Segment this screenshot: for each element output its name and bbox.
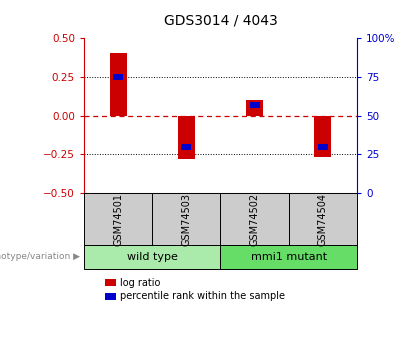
Text: percentile rank within the sample: percentile rank within the sample	[120, 292, 285, 301]
Bar	[84, 193, 152, 245]
Text: GSM74502: GSM74502	[249, 193, 260, 246]
Bar	[152, 193, 221, 245]
Text: log ratio: log ratio	[120, 278, 160, 287]
Bar	[318, 144, 328, 150]
Bar	[110, 53, 127, 116]
Text: wild type: wild type	[127, 252, 178, 262]
Bar	[181, 144, 192, 150]
Bar	[314, 116, 331, 157]
Bar	[113, 73, 123, 80]
Text: genotype/variation ▶: genotype/variation ▶	[0, 253, 80, 262]
Bar	[220, 245, 357, 269]
Text: GDS3014 / 4043: GDS3014 / 4043	[164, 13, 277, 28]
Bar	[220, 193, 289, 245]
Text: GSM74501: GSM74501	[113, 193, 123, 246]
Bar	[246, 100, 263, 116]
Bar	[84, 245, 220, 269]
Bar	[178, 116, 195, 159]
Text: GSM74504: GSM74504	[318, 193, 328, 246]
Text: mmi1 mutant: mmi1 mutant	[251, 252, 327, 262]
Bar	[249, 101, 260, 108]
Bar	[289, 193, 357, 245]
Text: GSM74503: GSM74503	[181, 193, 192, 246]
